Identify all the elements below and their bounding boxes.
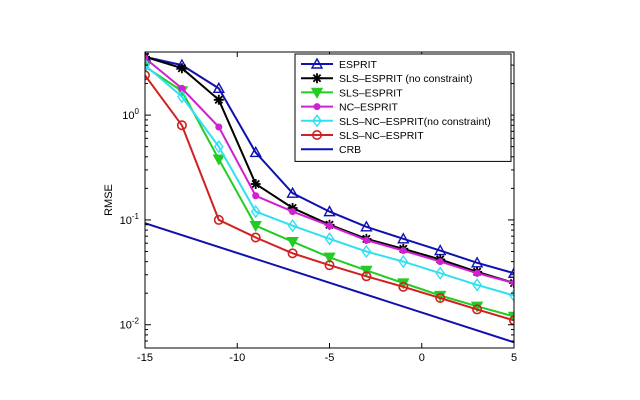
data-point (289, 208, 297, 216)
legend: ESPRIT SLS–ESPRIT (no constraint) SLS–ESPR… (294, 53, 512, 162)
data-point (397, 232, 410, 244)
y-tick-label: 10-2 (120, 317, 140, 332)
legend-marker (313, 103, 321, 111)
legend-label: SLS–ESPRIT (339, 87, 403, 99)
x-tick-label: -15 (137, 352, 153, 364)
legend-label: SLS–NC–ESPRIT (339, 130, 424, 142)
data-point (250, 179, 261, 190)
y-axis-label: RMSE (103, 184, 115, 216)
legend-entry: SLS–NC–ESPRIT(no constraint) (301, 114, 491, 128)
legend-marker (312, 73, 322, 84)
data-point (145, 58, 150, 72)
data-point (212, 154, 225, 166)
data-point (287, 248, 298, 259)
data-point (287, 202, 298, 213)
data-point (250, 204, 261, 219)
data-point (362, 236, 370, 244)
data-point (507, 266, 514, 278)
legend-label: ESPRIT (339, 59, 378, 71)
series-line (145, 55, 514, 275)
x-tick-label: -5 (325, 352, 335, 364)
legend-label: CRB (339, 144, 361, 156)
legend-label: SLS–ESPRIT (no constraint) (339, 73, 472, 85)
data-point (435, 292, 446, 303)
data-point (435, 266, 446, 280)
data-point (398, 281, 409, 292)
data-point (324, 260, 335, 271)
data-point (176, 63, 187, 74)
data-point (249, 221, 262, 233)
data-point (286, 236, 299, 249)
data-point (436, 258, 444, 266)
data-point (470, 256, 484, 268)
data-point (324, 232, 335, 246)
data-point (213, 214, 224, 225)
legend-entry: SLS–ESPRIT (no constraint) (301, 73, 472, 85)
legend-entry: CRB (301, 144, 361, 156)
data-point (326, 222, 333, 230)
legend-marker (311, 130, 322, 141)
series-5 (145, 70, 514, 326)
series-4 (145, 58, 514, 303)
data-point (472, 278, 482, 292)
legend-entry: SLS–ESPRIT (301, 87, 403, 99)
data-point (510, 279, 514, 287)
data-point (212, 81, 225, 94)
legend-entry: SLS–NC–ESPRIT (301, 130, 424, 142)
data-point (473, 269, 481, 277)
legend-label: NC–ESPRIT (339, 102, 399, 114)
data-point (287, 219, 298, 233)
data-point (361, 244, 372, 259)
data-point (399, 247, 407, 255)
legend-entry: ESPRIT (301, 57, 378, 71)
legend-marker (310, 87, 324, 99)
data-point (176, 120, 187, 131)
series-line (145, 222, 514, 344)
data-point (213, 139, 224, 154)
data-point (398, 254, 409, 269)
x-tick-label: 5 (511, 352, 517, 364)
series-layer (145, 52, 514, 344)
data-point (286, 186, 299, 198)
data-point (252, 192, 260, 200)
data-point (249, 146, 262, 158)
series-line (145, 64, 514, 297)
series-6 (145, 222, 514, 344)
data-point (360, 220, 373, 232)
y-tick-label: 100 (122, 107, 139, 122)
data-point (360, 265, 373, 277)
data-point (472, 304, 483, 315)
x-tick-label: -10 (229, 352, 245, 364)
data-point (177, 89, 187, 104)
legend-entry: NC–ESPRIT (301, 102, 399, 114)
legend-box (294, 53, 512, 162)
data-point (323, 252, 336, 264)
data-point (509, 288, 514, 303)
data-point (213, 94, 224, 105)
axes-layer: -15 -10 -5 0 5 10-2 10-1 100 (120, 51, 517, 364)
x-tick-label: 0 (419, 352, 425, 364)
series-3 (145, 54, 514, 287)
data-point (250, 232, 261, 243)
legend-marker (310, 57, 324, 69)
data-point (361, 271, 372, 282)
legend-label: SLS–NC–ESPRIT(no constraint) (339, 116, 491, 128)
data-point (323, 205, 336, 217)
y-tick-label: 10-1 (120, 212, 140, 227)
data-point (215, 123, 223, 131)
series-line (145, 74, 514, 322)
legend-marker (312, 114, 322, 128)
